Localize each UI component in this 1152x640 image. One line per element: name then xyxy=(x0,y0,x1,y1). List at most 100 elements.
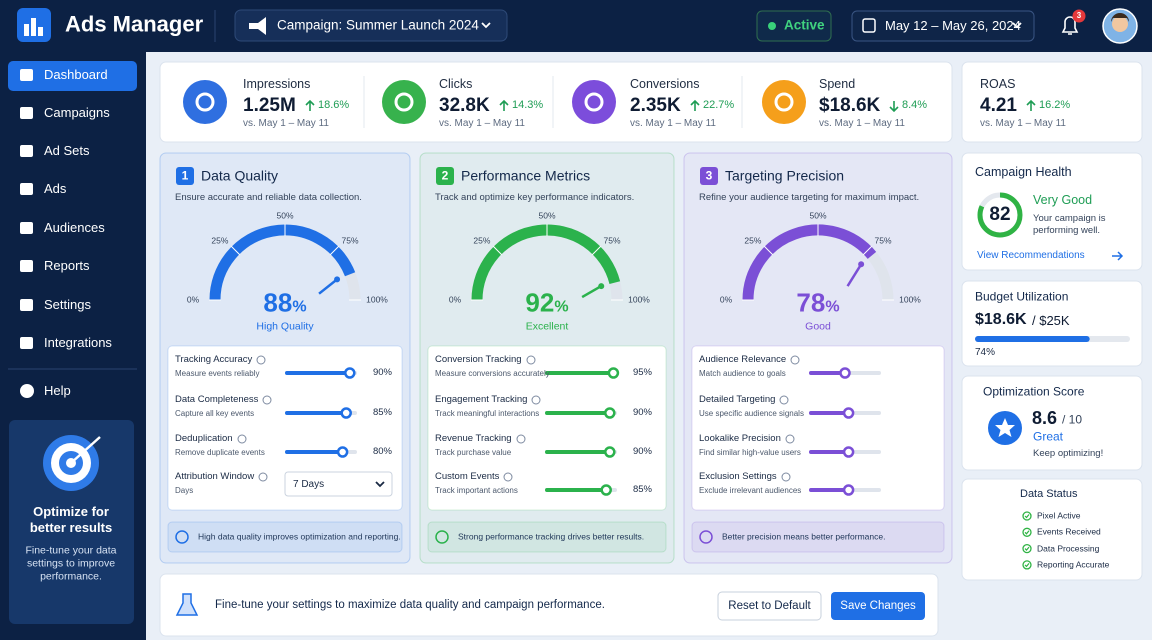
panel-number-badge xyxy=(436,167,454,185)
gauge-needle xyxy=(581,284,602,299)
gauge-tick-label: 100% xyxy=(628,294,650,305)
kpi-icon xyxy=(382,80,426,124)
note-icon xyxy=(175,530,189,544)
promo-text: Fine-tune your data settings to improve … xyxy=(25,544,117,583)
slider-knob[interactable] xyxy=(842,407,855,419)
gauge-fill xyxy=(209,224,356,301)
status-item: Data Processing xyxy=(1037,543,1100,554)
slider-knob[interactable] xyxy=(842,484,855,496)
bell-icon[interactable] xyxy=(1061,16,1079,35)
setting-name: Tracking Accuracy xyxy=(175,354,253,366)
setting-name: Audience Relevance xyxy=(699,354,787,366)
gauge-tick-label: 0% xyxy=(719,294,733,305)
slider-fill xyxy=(545,450,610,454)
nav-item[interactable]: Dashboard xyxy=(44,66,108,82)
kpi-label: Clicks xyxy=(439,77,473,92)
nav-item[interactable]: Reports xyxy=(44,257,90,273)
panel-subtitle: Ensure accurate and reliable data collec… xyxy=(175,192,362,204)
nav-item[interactable]: Campaigns xyxy=(44,104,110,120)
slider-knob[interactable] xyxy=(344,367,356,379)
setting-name: Deduplication xyxy=(175,433,233,445)
status-dot xyxy=(768,22,776,30)
help-icon xyxy=(785,434,795,444)
kpi-comparison: vs. May 1 – May 11 xyxy=(819,117,905,129)
slider-knob[interactable] xyxy=(839,367,851,379)
select-box[interactable] xyxy=(284,471,393,497)
gauge-needle-tip xyxy=(598,283,605,290)
reset-button-label[interactable]: Reset to Default xyxy=(728,599,811,612)
date-range[interactable]: May 12 – May 26, 2024 xyxy=(885,17,1021,33)
nav-item[interactable]: Settings xyxy=(44,296,91,312)
slider-knob[interactable] xyxy=(604,446,616,458)
setting-description: Days xyxy=(175,486,194,495)
kpi-card xyxy=(961,61,1143,143)
help-icon xyxy=(503,472,513,482)
date-picker[interactable] xyxy=(851,10,1035,42)
gauge-needle xyxy=(318,278,338,295)
help-icon xyxy=(779,395,789,405)
slider-knob[interactable] xyxy=(842,446,855,458)
nav-item[interactable]: Integrations xyxy=(44,334,112,350)
slider-knob[interactable] xyxy=(600,484,612,496)
slider-fill xyxy=(545,411,610,415)
budget-total: / $25K xyxy=(1032,312,1070,328)
status-item: Pixel Active xyxy=(1037,510,1081,521)
nav-icon xyxy=(20,145,33,157)
kpi-change-arrow xyxy=(499,99,509,111)
setting-name: Custom Events xyxy=(435,471,500,483)
nav-icon xyxy=(20,69,33,81)
settings-box xyxy=(167,345,403,511)
kpi-change-arrow xyxy=(1026,99,1036,111)
setting-name: Data Completeness xyxy=(175,394,259,406)
kpi-icon xyxy=(183,80,227,124)
status-item: Events Received xyxy=(1037,526,1101,537)
note-icon xyxy=(435,530,449,544)
campaign-selector[interactable] xyxy=(234,9,508,42)
setting-description: Measure events reliably xyxy=(175,369,260,378)
help-icon xyxy=(262,395,272,405)
nav-icon xyxy=(20,260,33,272)
gauge-tick xyxy=(763,245,774,256)
select-value[interactable]: 7 Days xyxy=(293,478,325,490)
slider-fill xyxy=(285,450,343,454)
panel-number-badge xyxy=(176,167,194,185)
gauge-fill xyxy=(471,224,621,301)
campaign-name[interactable]: Campaign: Summer Launch 2024 xyxy=(277,17,479,33)
nav-item[interactable]: Ad Sets xyxy=(44,142,90,158)
reset-button[interactable] xyxy=(717,591,822,621)
gauge-tick-label: 25% xyxy=(211,235,229,246)
slider-knob[interactable] xyxy=(336,446,349,458)
setting-name: Engagement Tracking xyxy=(435,394,528,406)
target-arrow xyxy=(70,436,101,464)
gauge-tick xyxy=(591,245,602,256)
save-button-label[interactable]: Save Changes xyxy=(840,599,916,612)
kpi-change: 8.4% xyxy=(902,99,928,112)
setting-name: Revenue Tracking xyxy=(435,433,512,445)
gauge-value: 88% xyxy=(263,288,306,319)
slider-knob[interactable] xyxy=(607,367,620,379)
health-link[interactable]: View Recommendations xyxy=(977,249,1085,261)
panel-title: Targeting Precision xyxy=(725,167,845,184)
nav-help[interactable]: Help xyxy=(44,382,71,398)
panel-number-badge xyxy=(700,167,718,185)
optimization-rating: Great xyxy=(1033,429,1064,444)
slider-knob[interactable] xyxy=(340,407,352,419)
setting-value: 90% xyxy=(372,367,392,379)
slider-knob[interactable] xyxy=(604,407,616,419)
help-icon xyxy=(531,395,541,405)
save-button[interactable] xyxy=(831,592,925,620)
status-check-mark xyxy=(1024,563,1030,568)
kpi-icon-glyph xyxy=(394,92,414,112)
gauge-tick-label: 25% xyxy=(473,235,491,246)
nav-item[interactable]: Audiences xyxy=(44,219,105,235)
optimization-score: 8.6 xyxy=(1032,407,1058,428)
kpi-comparison: vs. May 1 – May 11 xyxy=(980,117,1066,129)
setting-value: 95% xyxy=(632,367,652,379)
nav-item[interactable]: Ads xyxy=(44,180,67,196)
note-icon xyxy=(699,530,713,544)
megaphone-icon xyxy=(249,17,266,35)
gauge-value: 92 xyxy=(525,287,555,318)
gauge-rating: High Quality xyxy=(256,320,314,333)
gauge-tick-label: 100% xyxy=(899,294,921,305)
